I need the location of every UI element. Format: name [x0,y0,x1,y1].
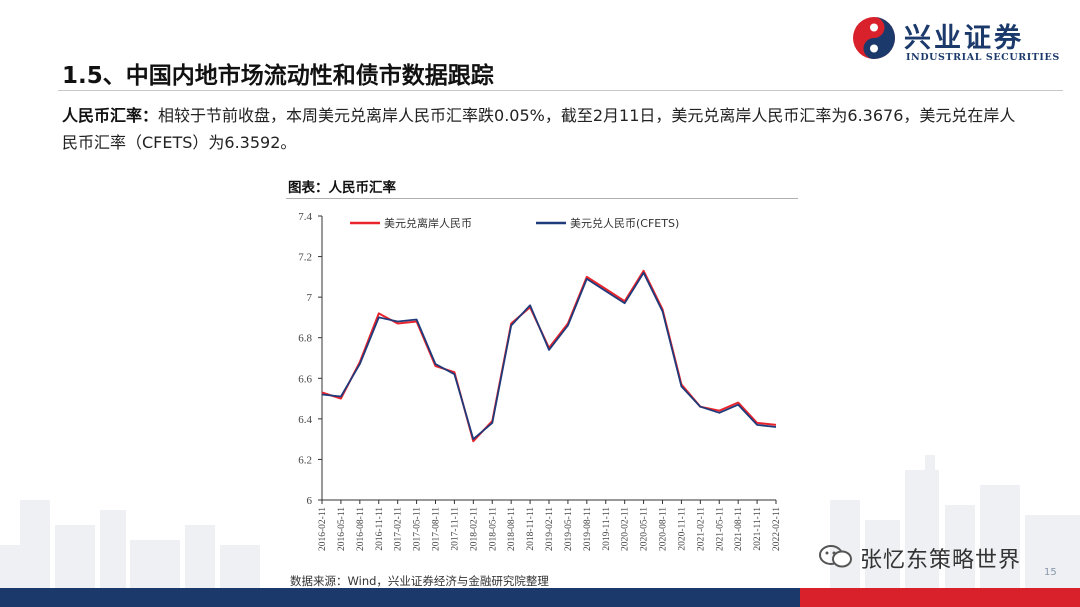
footer-bar-red [800,588,1080,607]
x-tick-label: 2019-08-11 [583,507,593,551]
logo-name: 兴业证券 [904,23,1024,54]
x-tick-label: 2020-08-11 [659,507,669,551]
x-tick-label: 2018-08-11 [507,507,517,551]
rmb-exchange-rate-chart: 6 6.2 6.4 6.6 6.8 7 7.2 7.4 2016-02-11 2016-05-11… [298,211,782,551]
x-tick-label: 2021-02-11 [696,507,706,551]
x-tick-label: 2016-05-11 [337,507,347,551]
summary-label: 人民币汇率： [62,106,159,125]
x-tick-label: 2017-08-11 [432,507,442,551]
y-tick-label: 7.4 [298,211,312,223]
summary-text: 相较于节前收盘，本周美元兑离岸人民币汇率跌0.05%，截至2月11日，美元兑离岸… [62,106,1016,152]
x-tick-label: 2018-05-11 [488,507,498,551]
x-tick-label: 2016-11-11 [375,507,385,551]
y-tick-label: 6.6 [298,373,312,385]
x-tick-label: 2021-11-11 [753,507,763,551]
x-tick-label: 2021-05-11 [715,507,725,551]
y-tick-label: 6.8 [298,333,312,345]
logo-subtitle: INDUSTRIAL SECURITIES [906,52,1060,63]
x-tick-label: 2019-02-11 [545,507,555,551]
y-tick-label: 6 [307,495,313,507]
x-tick-label: 2020-11-11 [677,507,687,551]
legend-label-1: 美元兑离岸人民币 [384,216,472,230]
yin-yang-logo-icon [853,17,895,59]
series-line-1 [321,269,777,443]
y-tick-label: 6.2 [298,454,312,466]
wechat-icon [819,545,852,568]
x-tick-label: 2022-02-11 [772,507,782,551]
x-tick-label: 2017-05-11 [413,507,423,551]
x-tick-label: 2019-05-11 [564,507,574,551]
footer-bar-blue [0,588,812,607]
x-tick-label: 2016-02-11 [318,507,328,551]
footer-bar [0,588,1080,607]
x-tick-label: 2018-02-11 [469,507,479,551]
chart-title-divider [286,198,798,199]
page-title: 1.5、中国内地市场流动性和债市数据跟踪 [62,63,494,89]
watermark-text: 张忆东策略世界 [860,548,1022,573]
title-divider [58,90,1063,91]
x-tick-label: 2016-08-11 [356,507,366,551]
x-tick-label: 2021-08-11 [734,507,744,551]
x-tick-label: 2018-11-11 [526,507,536,551]
y-tick-label: 6.4 [298,414,312,426]
legend-label-2: 美元兑人民币(CFETS) [570,216,679,230]
company-logo: 兴业证券 INDUSTRIAL SECURITIES [852,16,1064,66]
y-tick-label: 7 [307,292,313,304]
y-tick-label: 7.2 [298,252,312,264]
data-source: 数据来源：Wind，兴业证券经济与金融研究院整理 [290,574,549,588]
chart-title: 图表：人民币汇率 [288,180,396,196]
x-tick-label: 2019-11-11 [602,507,612,551]
series-line-2 [321,271,777,441]
x-tick-label: 2020-05-11 [640,507,650,551]
x-tick-label: 2017-11-11 [450,507,460,551]
summary-paragraph: 人民币汇率：相较于节前收盘，本周美元兑离岸人民币汇率跌0.05%，截至2月11日… [62,102,1022,156]
x-tick-label: 2017-02-11 [394,507,404,551]
page-number: 15 [1044,567,1057,578]
x-tick-label: 2020-02-11 [621,507,631,551]
